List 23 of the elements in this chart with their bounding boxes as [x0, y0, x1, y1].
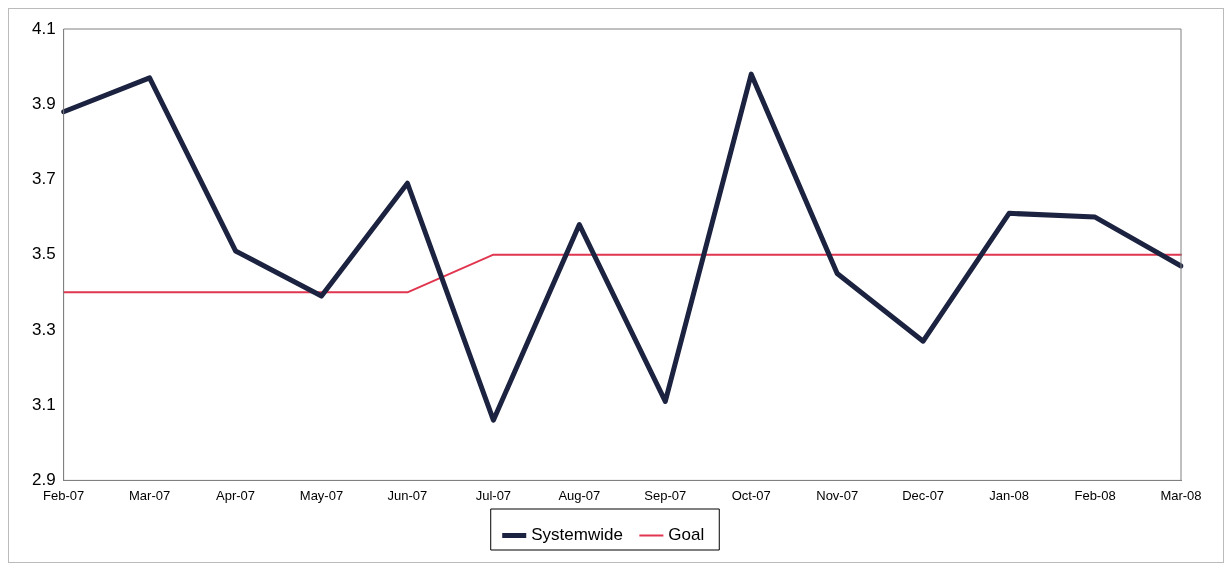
x-tick-label: Oct-07	[731, 487, 771, 503]
x-tick-label: Feb-07	[43, 487, 85, 503]
legend-label: Goal	[668, 525, 705, 545]
y-tick-label: 2.9	[31, 470, 56, 490]
y-tick-label: 3.7	[31, 169, 56, 189]
x-tick-label: Dec-07	[902, 487, 945, 503]
legend-label: Systemwide	[531, 525, 623, 545]
x-tick-label: Nov-07	[816, 487, 859, 503]
y-tick-label: 4.1	[31, 18, 56, 38]
x-tick-label: Feb-08	[1074, 487, 1116, 503]
x-tick-label: Jul-07	[475, 487, 512, 503]
x-tick-label: Apr-07	[216, 487, 256, 503]
y-tick-label: 3.3	[31, 319, 56, 339]
x-tick-label: Mar-08	[1160, 487, 1202, 503]
y-tick-label: 3.5	[31, 244, 56, 264]
x-tick-label: Sep-07	[644, 487, 687, 503]
x-tick-label: May-07	[299, 487, 344, 503]
y-tick-label: 3.1	[31, 394, 56, 414]
x-tick-label: Mar-07	[128, 487, 171, 503]
y-tick-label: 3.9	[31, 93, 56, 113]
x-tick-label: Aug-07	[558, 487, 601, 503]
x-tick-label: Jun-07	[387, 487, 428, 503]
x-tick-label: Jan-08	[989, 487, 1029, 503]
